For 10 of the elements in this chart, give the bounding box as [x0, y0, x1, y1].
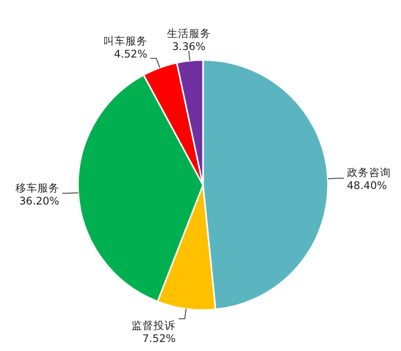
- slice-label: 移车服务: [15, 181, 60, 194]
- data-label: 4.52%: [114, 48, 148, 60]
- data-label: 48.40%: [346, 180, 387, 192]
- slice-label: 监督投诉: [132, 318, 176, 332]
- slice-label: 政务咨询: [346, 167, 391, 180]
- slice-label: 生活服务: [166, 26, 211, 40]
- data-label: 7.52%: [142, 332, 176, 345]
- data-label: 36.20%: [19, 195, 60, 208]
- data-label: 3.36%: [172, 40, 206, 53]
- slice-label: 叫车服务: [103, 34, 148, 48]
